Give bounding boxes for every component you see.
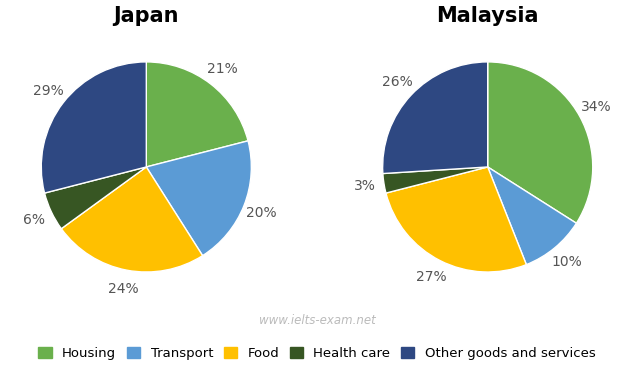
Wedge shape (44, 167, 146, 229)
Text: 34%: 34% (581, 100, 612, 114)
Text: 20%: 20% (246, 206, 277, 220)
Text: www.ielts-exam.net: www.ielts-exam.net (259, 314, 375, 328)
Wedge shape (386, 167, 526, 272)
Wedge shape (61, 167, 203, 272)
Wedge shape (488, 167, 576, 265)
Text: 26%: 26% (382, 75, 413, 89)
Wedge shape (383, 167, 488, 193)
Text: 29%: 29% (33, 84, 64, 98)
Text: 3%: 3% (354, 179, 376, 193)
Wedge shape (146, 62, 248, 167)
Text: 10%: 10% (552, 256, 582, 269)
Text: 24%: 24% (108, 282, 138, 296)
Text: 21%: 21% (207, 62, 238, 76)
Title: Japan: Japan (113, 6, 179, 26)
Text: 6%: 6% (23, 213, 45, 227)
Title: Malaysia: Malaysia (436, 6, 539, 26)
Wedge shape (383, 62, 488, 174)
Legend: Housing, Transport, Food, Health care, Other goods and services: Housing, Transport, Food, Health care, O… (34, 344, 600, 364)
Wedge shape (146, 141, 251, 256)
Text: 27%: 27% (416, 270, 447, 285)
Wedge shape (488, 62, 593, 223)
Wedge shape (41, 62, 146, 193)
